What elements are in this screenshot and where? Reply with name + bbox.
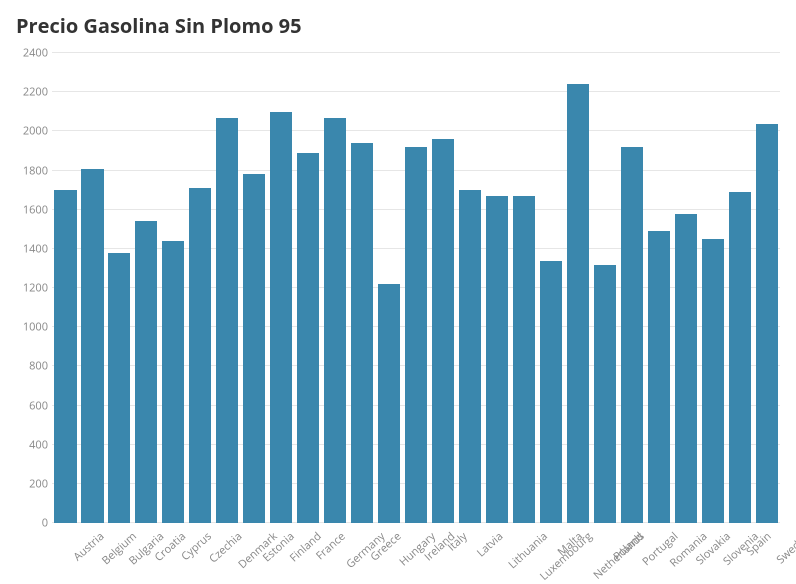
bar-slot	[618, 53, 645, 523]
bar-slot	[699, 53, 726, 523]
y-tick-label: 2200	[16, 85, 48, 100]
bar-slot	[349, 53, 376, 523]
bar-slot	[214, 53, 241, 523]
bar-slot	[537, 53, 564, 523]
bar	[648, 231, 670, 523]
y-tick-label: 0	[16, 516, 48, 531]
y-tick-label: 200	[16, 476, 48, 491]
bar	[756, 124, 778, 524]
bar-slot	[457, 53, 484, 523]
bar	[324, 118, 346, 523]
bar-slot	[79, 53, 106, 523]
bar-slot	[106, 53, 133, 523]
bar	[81, 169, 103, 523]
bar-slot	[160, 53, 187, 523]
bar-slot	[672, 53, 699, 523]
bar-slot	[753, 53, 780, 523]
bars-container	[52, 53, 780, 523]
bar-slot	[510, 53, 537, 523]
y-tick-label: 800	[16, 359, 48, 374]
bar-slot	[322, 53, 349, 523]
bar-slot	[564, 53, 591, 523]
bar-slot	[376, 53, 403, 523]
bar	[162, 241, 184, 523]
chart-area: 0200400600800100012001400160018002000220…	[16, 53, 780, 523]
bar	[486, 196, 508, 523]
y-tick-label: 1000	[16, 320, 48, 335]
chart-title: Precio Gasolina Sin Plomo 95	[16, 12, 780, 39]
bar-slot	[645, 53, 672, 523]
bar	[621, 147, 643, 523]
bar-slot	[133, 53, 160, 523]
bar	[135, 221, 157, 523]
bar	[702, 239, 724, 523]
bar	[54, 190, 76, 523]
bar	[108, 253, 130, 523]
bar	[540, 261, 562, 523]
bar-slot	[52, 53, 79, 523]
bar	[216, 118, 238, 523]
bar	[405, 147, 427, 523]
bar-slot	[484, 53, 511, 523]
bar	[513, 196, 535, 523]
bar-slot	[187, 53, 214, 523]
y-tick-label: 2000	[16, 124, 48, 139]
bar	[189, 188, 211, 523]
bar	[432, 139, 454, 523]
bar-slot	[241, 53, 268, 523]
bar	[297, 153, 319, 523]
bar	[567, 84, 589, 523]
y-tick-label: 1800	[16, 163, 48, 178]
y-tick-label: 2400	[16, 46, 48, 61]
bar-slot	[295, 53, 322, 523]
bar-slot	[726, 53, 753, 523]
y-tick-label: 400	[16, 437, 48, 452]
bar	[243, 174, 265, 523]
plot-area	[52, 53, 780, 523]
bar-slot	[268, 53, 295, 523]
bar	[594, 265, 616, 524]
bar-slot	[591, 53, 618, 523]
bar	[675, 214, 697, 523]
bar-slot	[403, 53, 430, 523]
bar	[270, 112, 292, 523]
bar	[459, 190, 481, 523]
y-tick-label: 1400	[16, 241, 48, 256]
y-tick-label: 1200	[16, 281, 48, 296]
y-tick-label: 1600	[16, 202, 48, 217]
y-tick-label: 600	[16, 398, 48, 413]
bar	[378, 284, 400, 523]
bar-slot	[430, 53, 457, 523]
bar	[729, 192, 751, 523]
x-tick-label: Sweden	[773, 529, 796, 567]
bar	[351, 143, 373, 523]
x-tick-label: Latvia	[474, 529, 506, 560]
